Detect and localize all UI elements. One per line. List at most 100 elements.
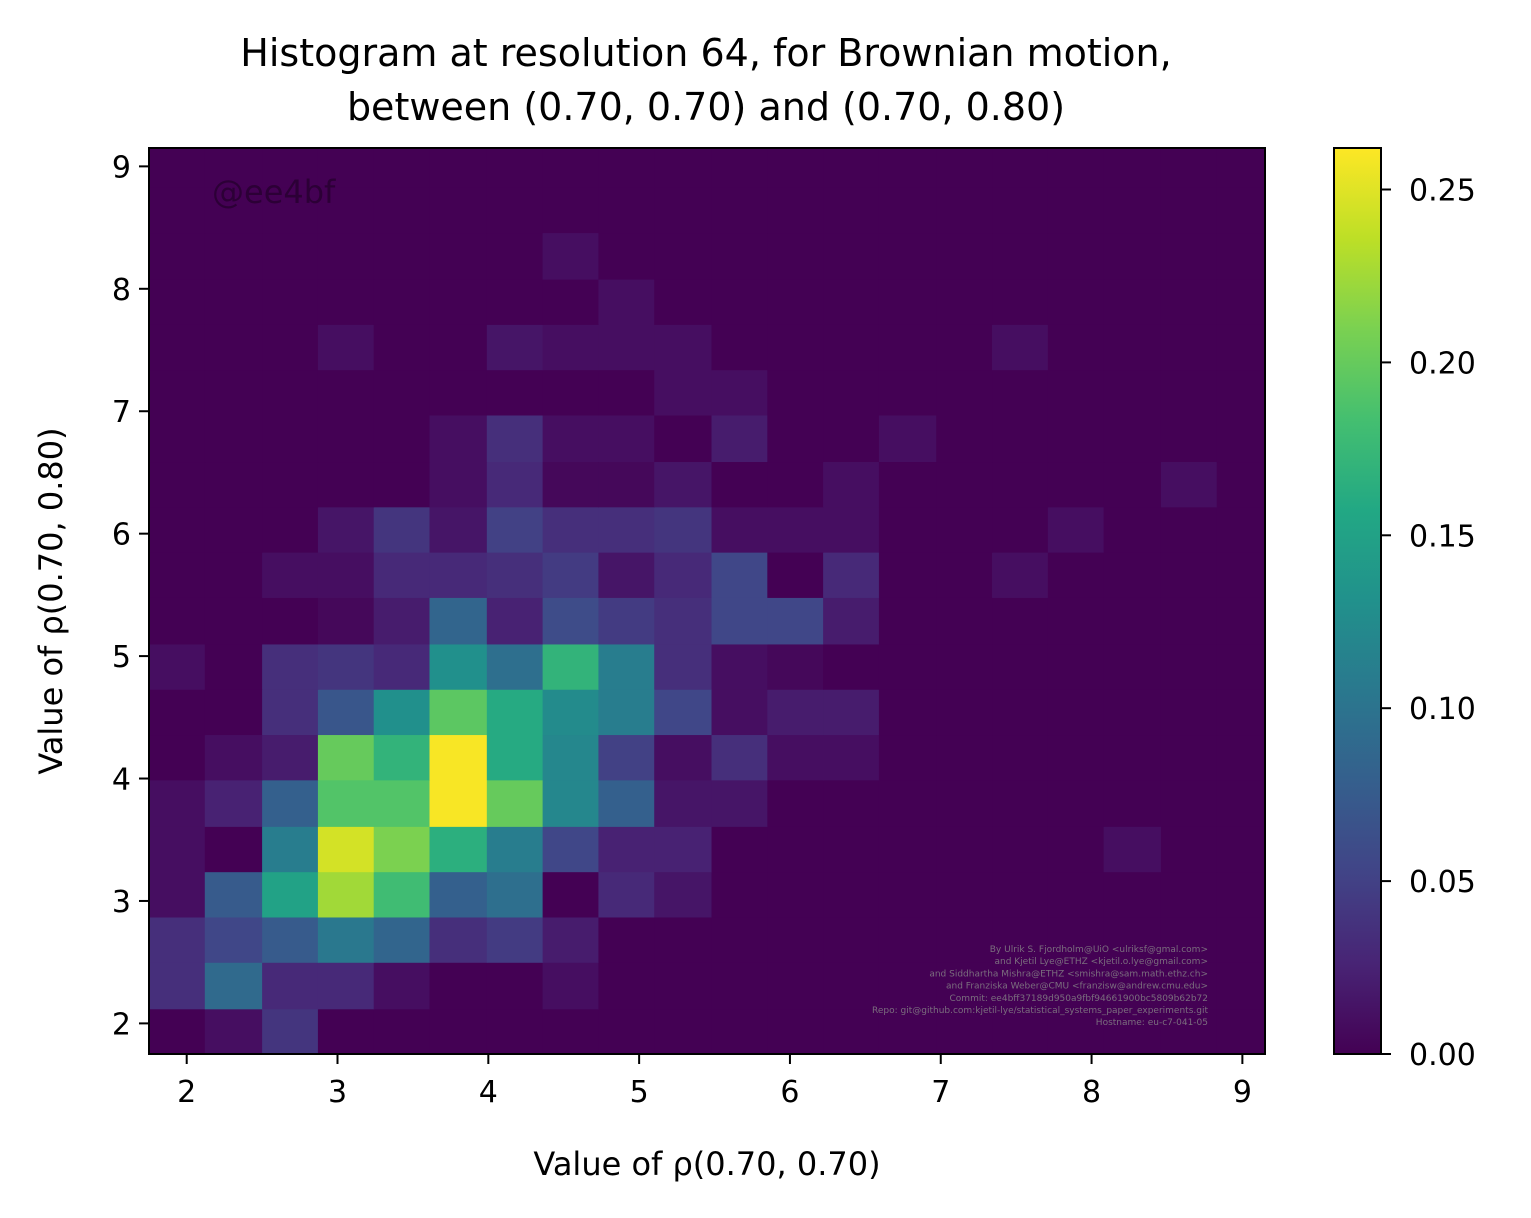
heatmap-cell xyxy=(1103,962,1162,1010)
heatmap-cell xyxy=(936,871,993,918)
heatmap-cell xyxy=(711,734,768,781)
heatmap-cell xyxy=(654,643,713,690)
heatmap-cell xyxy=(542,552,600,598)
heatmap-cell xyxy=(823,187,880,234)
heatmap-cell xyxy=(373,324,431,371)
heatmap-cell xyxy=(1047,962,1105,1010)
x-axis-ticks: 2 3 4 5 6 7 8 9 xyxy=(177,1054,1252,1110)
y-tick-label: 8 xyxy=(112,273,131,308)
heatmap-cell xyxy=(1160,461,1218,508)
heatmap-cell xyxy=(992,187,1049,234)
heatmap-cell xyxy=(204,232,263,280)
heatmap-cell xyxy=(598,461,655,508)
heatmap-cell xyxy=(317,369,375,416)
heatmap-cell xyxy=(823,506,880,553)
heatmap-cell xyxy=(204,826,263,873)
heatmap-cell xyxy=(429,232,488,280)
heatmap-cell xyxy=(992,779,1049,827)
credits-line: By Ulrik S. Fjordholm@UiO <ulriksf@gmal.… xyxy=(990,945,1208,955)
heatmap-cell xyxy=(149,324,206,371)
heatmap-cell xyxy=(1103,506,1162,553)
heatmap-cell xyxy=(486,279,544,325)
heatmap-cell xyxy=(767,369,824,416)
heatmap-cell xyxy=(317,461,375,508)
heatmap-cell xyxy=(598,187,655,234)
heatmap-cell xyxy=(936,461,993,508)
heatmap-cell xyxy=(262,643,319,690)
heatmap-cell xyxy=(598,826,655,873)
heatmap-cell xyxy=(429,369,488,416)
heatmap-cell xyxy=(1103,148,1162,188)
y-tick-label: 3 xyxy=(112,885,131,920)
y-tick-label: 9 xyxy=(112,150,131,185)
heatmap-cell xyxy=(262,597,319,645)
heatmap-cell xyxy=(711,916,768,963)
heatmap-cell xyxy=(317,414,375,463)
heatmap-cell xyxy=(1103,324,1162,371)
x-tick-label: 5 xyxy=(630,1075,649,1110)
colorbar-tick-label: 0.25 xyxy=(1409,173,1476,208)
heatmap-cell xyxy=(373,506,431,553)
heatmap-cell xyxy=(262,962,319,1010)
heatmap-cell xyxy=(149,369,206,416)
heatmap-cell xyxy=(486,187,544,234)
heatmap-cell xyxy=(429,779,488,827)
heatmap-cell xyxy=(654,369,713,416)
colorbar-tick-label: 0.15 xyxy=(1409,519,1476,554)
heatmap-cell xyxy=(262,324,319,371)
heatmap-cells xyxy=(149,148,1266,1055)
heatmap-cell xyxy=(486,689,544,736)
heatmap-cell xyxy=(992,369,1049,416)
heatmap-cell xyxy=(317,916,375,963)
heatmap-cell xyxy=(878,506,937,553)
heatmap-cell xyxy=(878,148,937,188)
heatmap-cell xyxy=(149,689,206,736)
colorbar-frame xyxy=(1333,147,1382,1055)
heatmap-cell xyxy=(373,962,431,1010)
heatmap-cell xyxy=(204,148,263,188)
heatmap-cell xyxy=(262,779,319,827)
heatmap-cell xyxy=(149,552,206,598)
colorbar-ticks: 0.00 0.05 0.10 0.15 0.20 0.25 xyxy=(1381,173,1476,1073)
heatmap-cell xyxy=(711,232,768,280)
heatmap-cell xyxy=(204,643,263,690)
heatmap-cell xyxy=(767,916,824,963)
heatmap-cell xyxy=(711,461,768,508)
heatmap-cell xyxy=(373,187,431,234)
heatmap-cell xyxy=(1103,1008,1162,1055)
heatmap-cell xyxy=(992,916,1049,963)
heatmap-cell xyxy=(711,279,768,325)
heatmap-cell xyxy=(1160,552,1218,598)
heatmap-cell xyxy=(1103,369,1162,416)
heatmap-cell xyxy=(542,962,600,1010)
heatmap-cell xyxy=(1047,148,1105,188)
heatmap-cell xyxy=(542,324,600,371)
heatmap-cell xyxy=(1216,232,1266,280)
heatmap-cell xyxy=(1160,734,1218,781)
heatmap-cell xyxy=(823,871,880,918)
heatmap-cell xyxy=(486,643,544,690)
heatmap-cell xyxy=(1103,187,1162,234)
heatmap-cell xyxy=(149,916,206,963)
heatmap-cell xyxy=(992,506,1049,553)
heatmap-cell xyxy=(1216,643,1266,690)
heatmap-cell xyxy=(711,826,768,873)
heatmap-cell xyxy=(542,597,600,645)
heatmap-cell xyxy=(992,871,1049,918)
heatmap-cell xyxy=(373,597,431,645)
heatmap-cell xyxy=(1160,148,1218,188)
heatmap-cell xyxy=(878,779,937,827)
heatmap-cell xyxy=(1160,597,1218,645)
heatmap-cell xyxy=(878,826,937,873)
heatmap-cell xyxy=(262,461,319,508)
heatmap-cell xyxy=(598,779,655,827)
chart-title-line-2: between (0.70, 0.70) and (0.70, 0.80) xyxy=(347,85,1065,129)
heatmap-cell xyxy=(823,461,880,508)
heatmap-cell xyxy=(767,643,824,690)
heatmap-cell xyxy=(373,461,431,508)
heatmap-cell xyxy=(204,187,263,234)
heatmap-cell xyxy=(654,552,713,598)
heatmap-cell xyxy=(486,461,544,508)
heatmap-cell xyxy=(1047,871,1105,918)
heatmap-cell xyxy=(429,552,488,598)
